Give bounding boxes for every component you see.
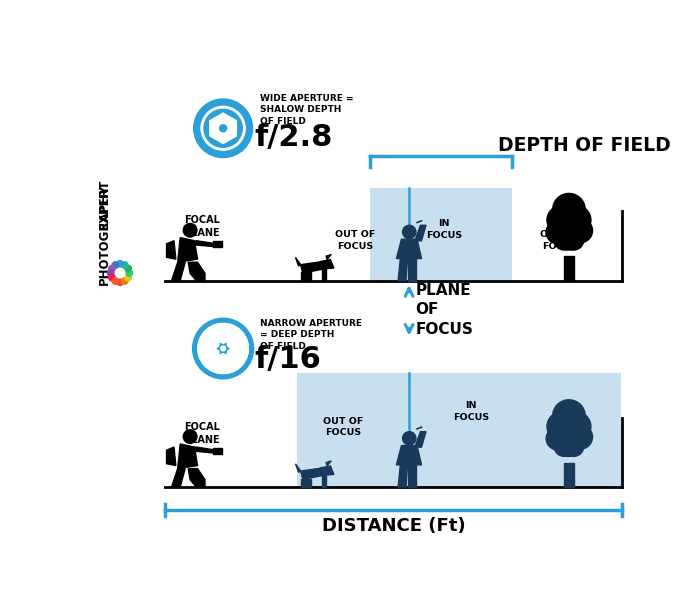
Circle shape — [112, 278, 119, 284]
Text: EXPERT: EXPERT — [98, 178, 111, 229]
Polygon shape — [197, 323, 222, 360]
Circle shape — [546, 427, 569, 450]
Polygon shape — [415, 225, 426, 241]
Polygon shape — [188, 469, 205, 487]
Polygon shape — [398, 465, 407, 487]
Circle shape — [125, 265, 132, 272]
Circle shape — [121, 262, 128, 268]
Polygon shape — [322, 475, 326, 487]
Circle shape — [402, 432, 416, 445]
Polygon shape — [398, 259, 407, 281]
Bar — [213, 448, 222, 454]
Text: NARROW APERTURE
= DEEP DEPTH
OF FIELD: NARROW APERTURE = DEEP DEPTH OF FIELD — [260, 319, 362, 351]
Circle shape — [561, 412, 591, 441]
Polygon shape — [415, 432, 426, 447]
Polygon shape — [408, 259, 416, 281]
Circle shape — [117, 260, 123, 267]
Text: OUT OF
FOCUS: OUT OF FOCUS — [335, 230, 375, 251]
Text: PLANE
OF
FOCUS: PLANE OF FOCUS — [415, 283, 473, 337]
Polygon shape — [326, 254, 331, 260]
Circle shape — [551, 214, 587, 250]
Circle shape — [568, 219, 592, 243]
Circle shape — [204, 109, 242, 148]
Polygon shape — [300, 479, 312, 487]
Polygon shape — [202, 353, 245, 374]
Polygon shape — [202, 323, 245, 344]
Circle shape — [183, 430, 197, 443]
Polygon shape — [193, 447, 216, 453]
Polygon shape — [225, 337, 249, 375]
Polygon shape — [322, 269, 326, 281]
Circle shape — [554, 437, 574, 456]
Circle shape — [112, 262, 119, 268]
Polygon shape — [172, 469, 185, 487]
Circle shape — [564, 231, 584, 250]
Circle shape — [564, 437, 584, 456]
Polygon shape — [295, 464, 300, 472]
Circle shape — [183, 223, 197, 237]
Circle shape — [126, 270, 132, 276]
Bar — [297, 373, 621, 487]
Circle shape — [547, 412, 576, 441]
Text: OUT OF
FOCUS: OUT OF FOCUS — [540, 230, 580, 251]
Polygon shape — [178, 237, 197, 262]
Polygon shape — [197, 337, 222, 375]
Circle shape — [220, 346, 225, 351]
Circle shape — [402, 225, 416, 239]
Polygon shape — [396, 446, 421, 465]
Polygon shape — [295, 257, 300, 266]
Circle shape — [108, 265, 116, 272]
Text: IN
FOCUS: IN FOCUS — [426, 219, 462, 240]
Polygon shape — [320, 260, 334, 269]
Circle shape — [551, 421, 587, 456]
Bar — [564, 463, 574, 487]
Circle shape — [553, 400, 585, 432]
Circle shape — [117, 279, 123, 285]
Circle shape — [194, 319, 253, 378]
Circle shape — [108, 274, 116, 281]
Polygon shape — [178, 444, 197, 469]
Polygon shape — [300, 262, 324, 273]
Polygon shape — [396, 239, 421, 259]
Polygon shape — [300, 273, 312, 281]
Circle shape — [201, 106, 245, 150]
Circle shape — [125, 274, 132, 281]
Polygon shape — [326, 461, 331, 466]
Circle shape — [220, 125, 227, 132]
Circle shape — [561, 206, 591, 235]
Text: WIDE APERTURE =
SHALOW DEPTH
OF FIELD: WIDE APERTURE = SHALOW DEPTH OF FIELD — [260, 94, 354, 126]
Bar — [564, 257, 574, 281]
Circle shape — [553, 194, 585, 226]
Text: OUT OF
FOCUS: OUT OF FOCUS — [323, 416, 363, 438]
Polygon shape — [167, 241, 176, 259]
Polygon shape — [408, 465, 416, 487]
Circle shape — [108, 270, 114, 276]
Circle shape — [554, 231, 574, 250]
Polygon shape — [225, 323, 249, 360]
Text: DEPTH OF FIELD: DEPTH OF FIELD — [498, 136, 671, 155]
Circle shape — [121, 278, 128, 284]
Circle shape — [547, 206, 576, 235]
Text: FOCAL
PLANE: FOCAL PLANE — [184, 215, 220, 239]
Circle shape — [194, 99, 253, 158]
Text: DISTANCE (Ft): DISTANCE (Ft) — [322, 517, 466, 535]
Bar — [213, 242, 222, 248]
Polygon shape — [193, 241, 216, 247]
Text: IN
FOCUS: IN FOCUS — [453, 401, 489, 422]
Bar — [370, 188, 512, 281]
Circle shape — [568, 425, 592, 449]
Polygon shape — [172, 262, 185, 281]
Polygon shape — [167, 447, 176, 466]
Circle shape — [546, 221, 569, 243]
Polygon shape — [300, 468, 324, 480]
Text: f/2.8: f/2.8 — [254, 123, 332, 152]
Text: PHOTOGRAPHY: PHOTOGRAPHY — [98, 184, 111, 285]
Text: FOCAL
PLANE: FOCAL PLANE — [184, 422, 220, 445]
Polygon shape — [210, 113, 237, 143]
Polygon shape — [320, 466, 334, 475]
Polygon shape — [188, 262, 205, 281]
Text: f/16: f/16 — [254, 345, 321, 374]
